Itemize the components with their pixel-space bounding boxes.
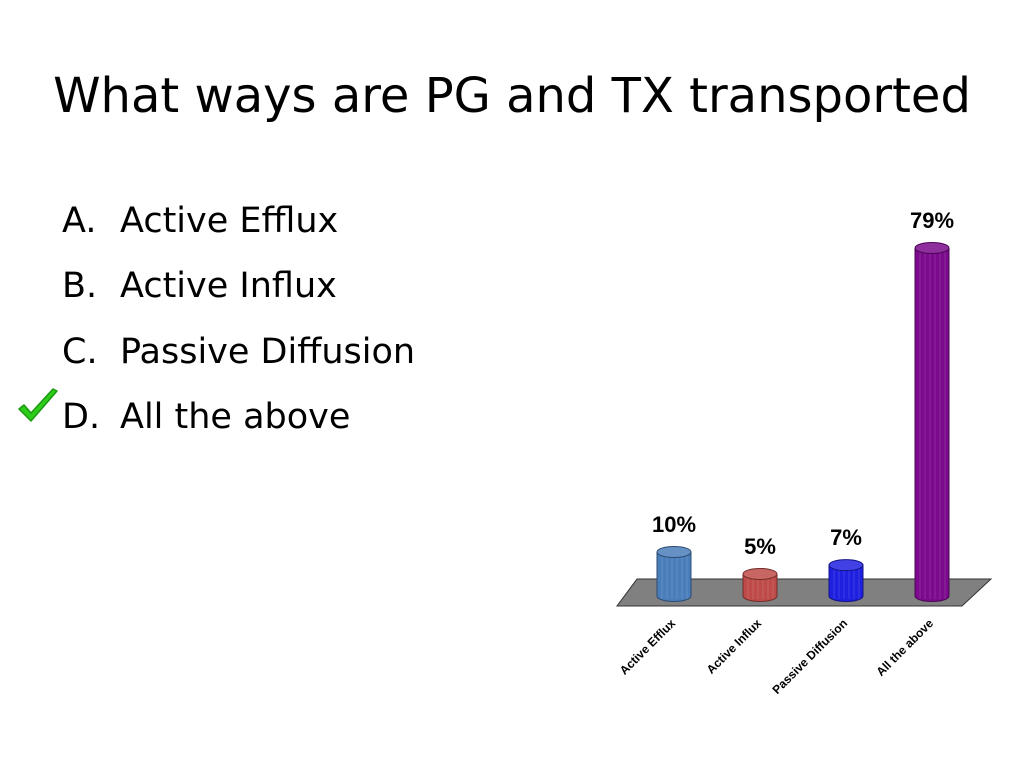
option-a: A. Active Efflux [62, 188, 415, 254]
slide-title: What ways are PG and TX transported [53, 68, 971, 124]
answer-options: A. Active Efflux B. Active Influx C. Pas… [18, 188, 415, 451]
option-letter: D. [62, 397, 101, 438]
data-label: 5% [744, 534, 776, 559]
chart-floor [616, 578, 993, 607]
category-label: Passive Diffusion [769, 616, 850, 697]
bar [914, 247, 950, 602]
option-text: All the above [120, 397, 351, 438]
category-label: Active Efflux [617, 616, 679, 678]
category-label: All the above [873, 616, 936, 679]
bar-top [914, 242, 950, 254]
bar [828, 564, 864, 602]
bar-top [742, 567, 778, 580]
data-label: 79% [910, 208, 954, 233]
option-d: D. All the above [62, 385, 415, 451]
bar-top [828, 559, 864, 572]
data-label: 7% [830, 525, 862, 550]
option-text: Active Efflux [120, 200, 339, 241]
category-label: Active Influx [704, 616, 765, 677]
option-text: Active Influx [120, 266, 337, 307]
bar [742, 573, 778, 602]
option-letter: B. [62, 266, 98, 307]
option-text: Passive Diffusion [120, 331, 416, 372]
option-letter: C. [62, 331, 98, 372]
data-label: 10% [652, 512, 696, 537]
option-b: B. Active Influx [62, 254, 415, 320]
option-letter: A. [62, 200, 97, 241]
checkmark-icon [18, 388, 58, 422]
bar [656, 551, 692, 602]
bar-top [656, 545, 692, 558]
poll-results-chart: 10% Active Efflux 5% Active Influx 7% Passive… [616, 208, 993, 697]
option-c: C. Passive Diffusion [62, 319, 415, 385]
